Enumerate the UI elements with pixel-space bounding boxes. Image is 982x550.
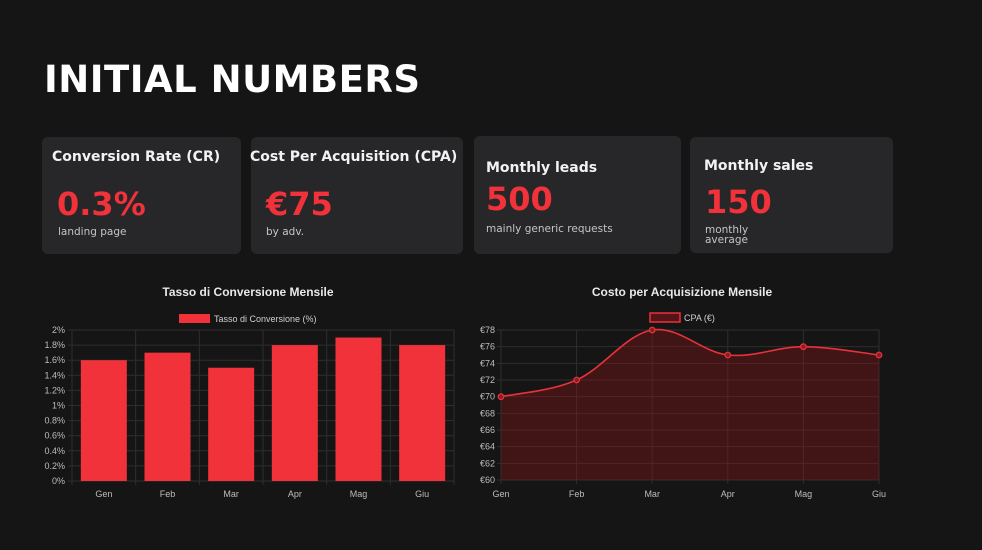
x-tick-label: Mar bbox=[223, 489, 239, 499]
bar bbox=[335, 337, 382, 481]
bar bbox=[208, 367, 255, 481]
y-tick-label: 0.2% bbox=[44, 461, 65, 471]
y-tick-label: €74 bbox=[480, 358, 495, 368]
y-tick-label: 0% bbox=[52, 476, 65, 486]
y-tick-label: €60 bbox=[480, 475, 495, 485]
data-point bbox=[648, 326, 656, 334]
card-title: Monthly leads bbox=[486, 160, 598, 176]
x-tick-label: Gen bbox=[95, 489, 112, 499]
card-value: €75 bbox=[266, 185, 333, 223]
x-tick-label: Feb bbox=[160, 489, 176, 499]
area-chart-title: Costo per Acquisizione Mensile bbox=[591, 285, 773, 299]
page-title: INITIAL NUMBERS bbox=[44, 58, 421, 101]
y-tick-label: €68 bbox=[480, 408, 495, 418]
x-tick-label: Mag bbox=[350, 489, 368, 499]
y-tick-label: 1.8% bbox=[44, 340, 65, 350]
card-subtitle: monthly average bbox=[705, 224, 749, 246]
x-tick-label: Mag bbox=[795, 489, 813, 499]
bar-chart-title: Tasso di Conversione Mensile bbox=[162, 285, 334, 299]
y-tick-label: €72 bbox=[480, 375, 495, 385]
data-point bbox=[724, 351, 732, 359]
legend-label: CPA (€) bbox=[684, 313, 715, 323]
data-point bbox=[497, 393, 505, 401]
y-tick-label: 1.6% bbox=[44, 355, 65, 365]
card-title: Cost Per Acquisition (CPA) bbox=[250, 149, 458, 165]
y-tick-label: €70 bbox=[480, 392, 495, 402]
y-tick-label: €66 bbox=[480, 425, 495, 435]
x-tick-label: Feb bbox=[569, 489, 585, 499]
card-title: Conversion Rate (CR) bbox=[52, 149, 221, 165]
x-tick-label: Apr bbox=[721, 489, 735, 499]
card-value: 500 bbox=[486, 180, 553, 218]
area-fill bbox=[501, 329, 879, 480]
x-tick-label: Giu bbox=[872, 489, 886, 499]
card-subtitle: landing page bbox=[58, 226, 127, 238]
legend-label: Tasso di Conversione (%) bbox=[214, 314, 317, 324]
y-tick-label: 1.4% bbox=[44, 370, 65, 380]
bar bbox=[80, 360, 127, 481]
y-tick-label: €64 bbox=[480, 442, 495, 452]
y-tick-label: 1% bbox=[52, 401, 65, 411]
bar bbox=[271, 345, 318, 481]
y-tick-label: 0.8% bbox=[44, 416, 65, 426]
kpi-card-cpa: Cost Per Acquisition (CPA) €75 by adv. bbox=[250, 137, 463, 254]
legend-swatch bbox=[649, 312, 681, 323]
data-point bbox=[875, 351, 883, 359]
y-tick-label: 2% bbox=[52, 325, 65, 335]
x-tick-label: Apr bbox=[288, 489, 302, 499]
card-title: Monthly sales bbox=[704, 158, 814, 174]
y-tick-label: €62 bbox=[480, 458, 495, 468]
card-value: 0.3% bbox=[57, 185, 146, 223]
y-tick-label: €78 bbox=[480, 325, 495, 335]
kpi-card-conversion-rate: Conversion Rate (CR) 0.3% landing page bbox=[42, 137, 241, 254]
x-tick-label: Mar bbox=[644, 489, 660, 499]
y-tick-label: 0.4% bbox=[44, 446, 65, 456]
data-point bbox=[800, 343, 807, 351]
card-subtitle: mainly generic requests bbox=[486, 223, 613, 235]
series-line bbox=[500, 328, 880, 398]
bar bbox=[144, 352, 191, 481]
card-subtitle-line: average bbox=[705, 234, 748, 246]
x-tick-label: Gen bbox=[492, 489, 509, 499]
bar bbox=[399, 345, 446, 481]
card-value: 150 bbox=[705, 183, 772, 221]
x-tick-label: Giu bbox=[415, 489, 429, 499]
y-tick-label: 1.2% bbox=[44, 385, 65, 395]
card-subtitle-line: monthly bbox=[705, 224, 749, 236]
data-point bbox=[573, 376, 580, 384]
y-tick-label: €76 bbox=[480, 342, 495, 352]
y-tick-label: 0.6% bbox=[44, 431, 65, 441]
card-subtitle: by adv. bbox=[266, 226, 305, 238]
kpi-card-monthly-sales: Monthly sales 150 monthly average bbox=[690, 137, 893, 253]
legend-swatch bbox=[179, 314, 210, 323]
kpi-card-monthly-leads: Monthly leads 500 mainly generic request… bbox=[474, 136, 681, 254]
